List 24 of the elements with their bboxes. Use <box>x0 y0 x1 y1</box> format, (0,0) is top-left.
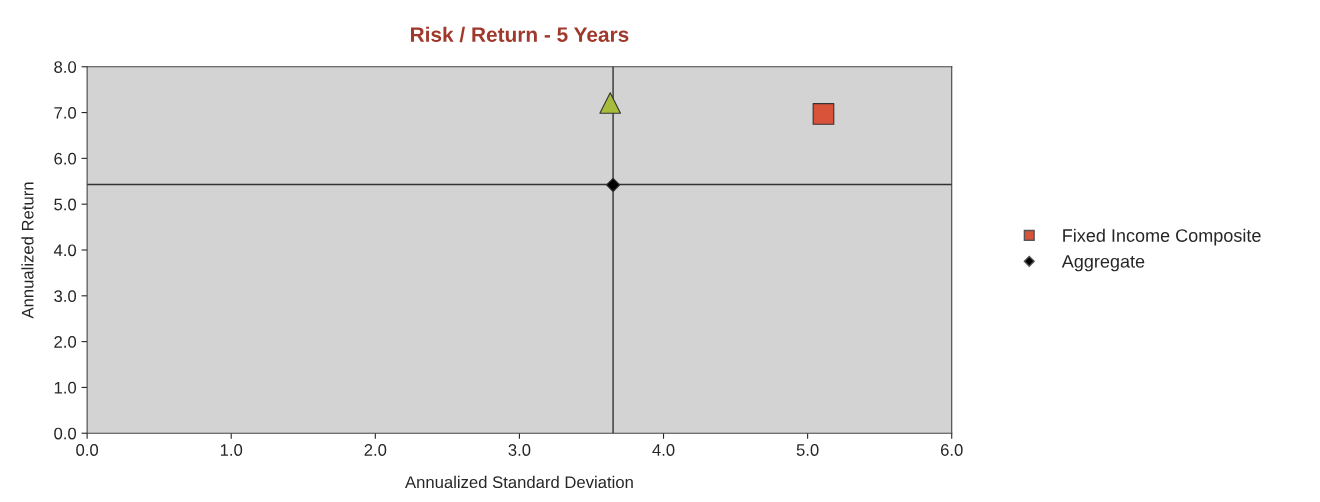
y-tick-label: 5.0 <box>54 198 77 211</box>
point <box>812 103 835 125</box>
point <box>605 177 621 193</box>
y-tick-label: 8.0 <box>54 61 77 73</box>
y-tick-label: 2.0 <box>54 336 77 348</box>
legend-label: Fixed Income Composite <box>1063 228 1261 246</box>
x-tick-label: 6.0 <box>940 444 963 456</box>
x-tick-label: 3.0 <box>508 444 531 456</box>
y-tick-label: 4.0 <box>53 244 77 257</box>
legend-label: Aggregate <box>1061 255 1145 272</box>
y-tick-label: 7.0 <box>54 106 77 119</box>
y-tick-label: 0.0 <box>54 427 77 440</box>
y-tick-label: 6.0 <box>54 152 77 165</box>
x-axis-title: Annualized Standard Deviation <box>405 475 633 489</box>
x-tick-label: 2.0 <box>364 444 387 456</box>
x-tick-label: 4.0 <box>652 444 675 456</box>
x-tick-label: 5.0 <box>796 444 819 456</box>
x-tick-label: 1.0 <box>220 444 243 456</box>
y-tick-label: 3.0 <box>54 290 77 303</box>
y-tick-label: 1.0 <box>54 381 77 394</box>
y-axis-title: Annualized Return <box>21 182 34 319</box>
chart-title: Risk / Return - 5 Years <box>411 26 629 43</box>
point <box>599 92 622 114</box>
x-tick-label: 0.0 <box>76 444 99 456</box>
